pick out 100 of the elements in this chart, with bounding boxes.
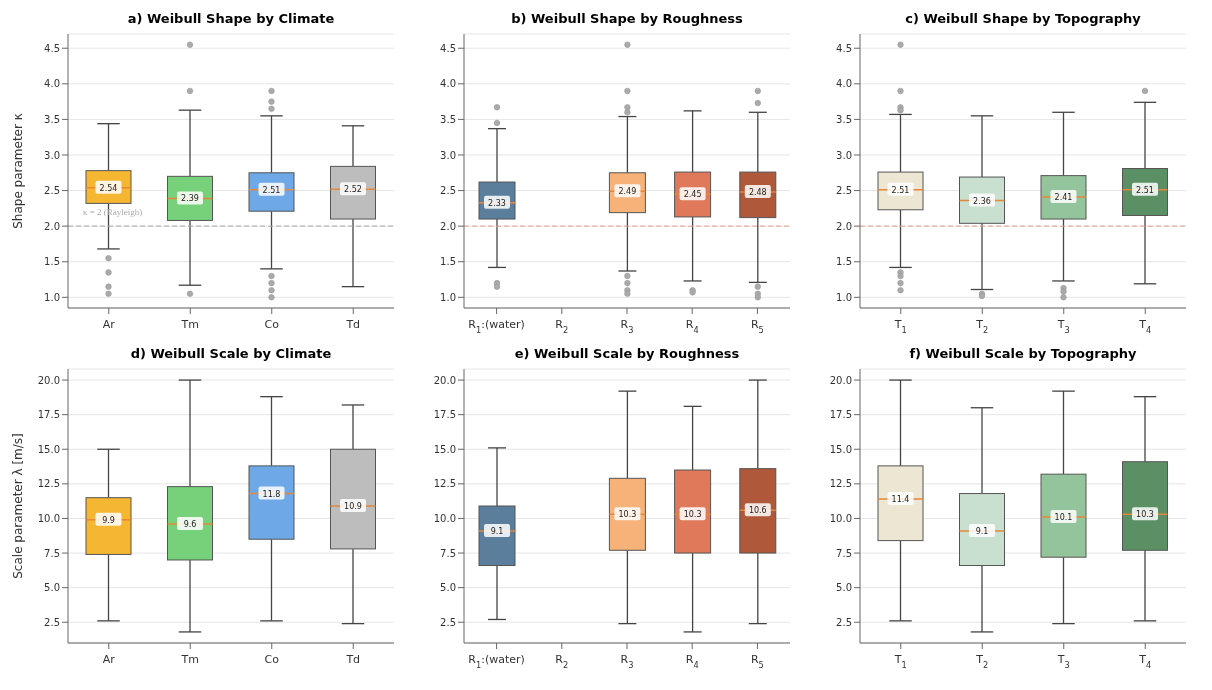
y-tick-label: 2.5 xyxy=(440,185,456,197)
y-tick-label: 3.0 xyxy=(44,149,60,161)
x-tick-label: T$_{4}$ xyxy=(1138,653,1152,670)
x-tick-label: T$_{2}$ xyxy=(975,318,989,335)
x-tick-label: R$_{1}$:(water) xyxy=(468,318,525,335)
text: 10.3 xyxy=(618,510,637,520)
chart-title: b) Weibull Shape by Roughness xyxy=(510,10,744,28)
y-tick-label: 20.0 xyxy=(433,374,456,386)
chart-title: f) Weibull Scale by Topography xyxy=(908,345,1138,363)
y-tick-label: 17.5 xyxy=(37,409,60,421)
x-tick-label: Tm xyxy=(180,318,199,331)
y-tick-label: 2.5 xyxy=(44,616,60,628)
y-tick-label: 20.0 xyxy=(829,374,852,386)
y-tick-label: 10.0 xyxy=(37,513,60,524)
text: 2.36 xyxy=(973,196,991,206)
y-tick-label: 10.0 xyxy=(433,513,456,524)
text: 9.1 xyxy=(975,526,989,536)
text: 9.6 xyxy=(183,519,197,529)
y-tick-label: 3.0 xyxy=(836,149,852,161)
x-tick-label: T$_{3}$ xyxy=(1056,318,1070,335)
x-tick-label: R$_{5}$ xyxy=(750,318,764,335)
y-tick-label: 10.0 xyxy=(829,513,852,524)
text: 2.51 xyxy=(891,185,910,195)
y-tick-label: 7.5 xyxy=(836,547,852,559)
x-tick-label: R$_{4}$ xyxy=(685,653,699,670)
y-tick-label: 12.5 xyxy=(433,478,456,490)
y-tick-label: 4.5 xyxy=(44,42,60,54)
x-tick-label: Ar xyxy=(102,318,116,331)
x-tick-label: T$_{2}$ xyxy=(975,653,989,670)
y-tick-label: 4.5 xyxy=(440,42,456,54)
text: 2.54 xyxy=(99,183,118,193)
text: 2.33 xyxy=(488,198,506,208)
chart-title: a) Weibull Shape by Climate xyxy=(126,10,336,28)
text: 9.1 xyxy=(490,526,504,536)
text: 2.41 xyxy=(1054,192,1073,202)
y-tick-label: 5.0 xyxy=(836,582,852,594)
y-tick-label: 15.0 xyxy=(433,443,456,455)
text: 11.8 xyxy=(262,489,281,499)
y-tick-label: 15.0 xyxy=(37,443,60,455)
y-tick-label: 2.0 xyxy=(44,220,60,232)
y-tick-label: 2.0 xyxy=(836,220,852,232)
y-tick-label: 2.0 xyxy=(440,220,456,232)
x-tick-label: T$_{4}$ xyxy=(1138,318,1152,335)
x-tick-label: R$_{4}$ xyxy=(685,318,699,335)
y-tick-label: 1.5 xyxy=(836,256,852,268)
y-tick-label: 5.0 xyxy=(440,582,456,594)
y-tick-label: 17.5 xyxy=(433,409,456,421)
y-tick-label: 2.5 xyxy=(836,185,852,197)
y-tick-label: 12.5 xyxy=(829,478,852,490)
text: 2.45 xyxy=(683,190,702,200)
text: 2.48 xyxy=(748,187,767,197)
y-tick-label: 1.0 xyxy=(836,291,852,303)
text: 2.52 xyxy=(344,185,362,195)
y-tick-label: 3.5 xyxy=(836,113,852,125)
x-tick-label: R$_{1}$:(water) xyxy=(468,653,525,670)
y-tick-label: 2.5 xyxy=(440,616,456,628)
y-tick-label: 7.5 xyxy=(440,547,456,559)
x-tick-label: Td xyxy=(345,653,361,666)
y-tick-label: 17.5 xyxy=(829,409,852,421)
y-tick-label: 4.0 xyxy=(44,78,60,90)
chart-title: d) Weibull Scale by Climate xyxy=(129,345,333,363)
y-tick-label: 1.5 xyxy=(440,256,456,268)
text: 9.9 xyxy=(102,515,115,525)
x-tick-label: T$_{3}$ xyxy=(1056,653,1070,670)
y-tick-label: 20.0 xyxy=(37,374,60,386)
y-tick-label: 5.0 xyxy=(44,582,60,594)
y-tick-label: 4.0 xyxy=(836,78,852,90)
y-tick-label: 1.0 xyxy=(440,291,456,303)
x-tick-label: Co xyxy=(264,318,280,331)
text: 10.3 xyxy=(1136,510,1154,520)
chart-title: c) Weibull Shape by Topography xyxy=(904,10,1142,28)
x-tick-label: Td xyxy=(345,318,361,331)
text: 10.1 xyxy=(1054,513,1073,523)
y-tick-label: 3.5 xyxy=(440,113,456,125)
x-tick-label: T$_{1}$ xyxy=(893,653,907,670)
text: 10.6 xyxy=(748,506,767,516)
y-tick-label: 2.5 xyxy=(836,616,852,628)
text: 2.51 xyxy=(1136,185,1154,195)
y-axis-title: Scale parameter λ [m/s] xyxy=(11,433,26,579)
x-tick-label: R$_{5}$ xyxy=(750,653,764,670)
y-axis-title: Shape parameter κ xyxy=(11,113,26,229)
y-tick-label: 7.5 xyxy=(44,547,60,559)
x-tick-label: T$_{1}$ xyxy=(893,318,907,335)
x-tick-label: Co xyxy=(264,653,280,666)
y-tick-label: 12.5 xyxy=(37,478,60,490)
text: 2.49 xyxy=(618,187,637,197)
y-tick-label: 15.0 xyxy=(829,443,852,455)
y-tick-label: 4.5 xyxy=(836,42,852,54)
y-tick-label: 2.5 xyxy=(44,185,60,197)
x-tick-label: R$_{3}$ xyxy=(620,653,634,670)
y-tick-label: 1.5 xyxy=(44,256,60,268)
chart-title: e) Weibull Scale by Roughness xyxy=(513,345,741,363)
x-tick-label: Tm xyxy=(180,653,199,666)
text: 10.3 xyxy=(683,510,702,520)
text: 2.51 xyxy=(262,185,281,195)
y-tick-label: 3.5 xyxy=(44,113,60,125)
x-tick-label: Ar xyxy=(102,653,116,666)
text: 11.4 xyxy=(891,495,910,505)
x-tick-label: R$_{2}$ xyxy=(555,653,569,670)
y-tick-label: 3.0 xyxy=(440,149,456,161)
